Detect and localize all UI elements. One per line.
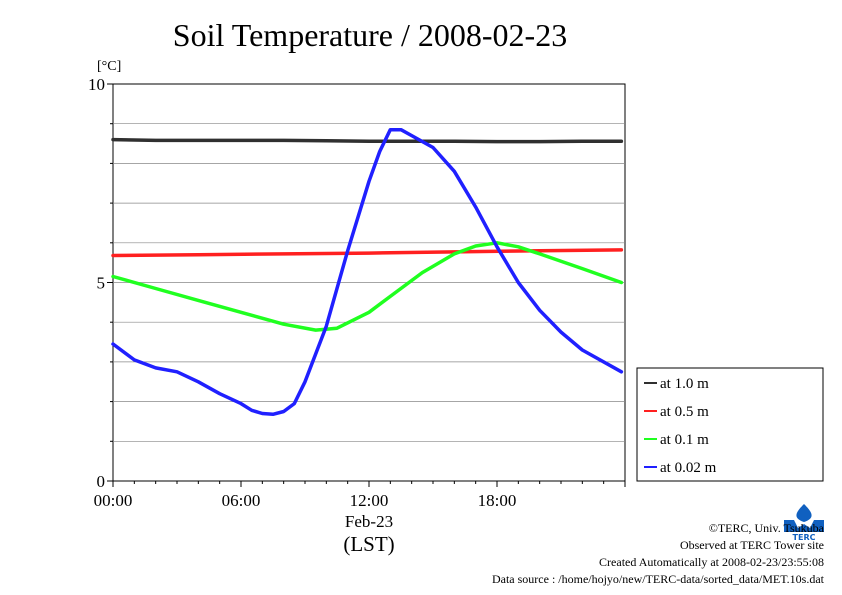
y-axis-unit-label: [°C] xyxy=(97,59,121,74)
grid xyxy=(107,83,626,487)
y-tick-label: 0 xyxy=(97,472,106,491)
footer-copyright: ©TERC, Univ. Tsukuba xyxy=(708,521,824,535)
series-lines xyxy=(111,127,624,417)
legend-label: at 0.1 m xyxy=(660,432,709,448)
legend: at 1.0 m at 0.5 m at 0.1 m at 0.02 m xyxy=(636,367,824,482)
legend-label: at 0.02 m xyxy=(660,460,717,476)
y-tick-labels: 0 5 10 xyxy=(88,75,105,491)
y-tick-label: 10 xyxy=(88,75,105,94)
footer-observed: Observed at TERC Tower site xyxy=(679,538,824,552)
terc-logo-icon: TERC xyxy=(782,502,826,542)
footer-created: Created Automatically at 2008-02-23/23:5… xyxy=(599,555,824,569)
series-line-at-1-0-m xyxy=(111,137,624,144)
y-tick-label: 5 xyxy=(97,274,106,293)
x-tick-labels: 00:00 06:00 12:00 18:00 xyxy=(94,491,517,510)
x-tick-label: 18:00 xyxy=(478,491,517,510)
logo-text: TERC xyxy=(793,533,816,542)
series-line-at-0-02-m xyxy=(111,127,624,417)
series-line-at-0-1-m xyxy=(111,241,624,332)
footer-source: Data source : /home/hojyo/new/TERC-data/… xyxy=(491,572,824,586)
x-tick-label: 00:00 xyxy=(94,491,133,510)
legend-label: at 0.5 m xyxy=(660,404,709,420)
legend-label: at 1.0 m xyxy=(660,376,709,392)
x-tick-label: 06:00 xyxy=(222,491,261,510)
x-date-label: Feb-23 xyxy=(345,512,393,531)
legend-box xyxy=(636,367,824,482)
x-tick-label: 12:00 xyxy=(350,491,389,510)
series-line-at-0-5-m xyxy=(111,248,624,258)
chart-title: Soil Temperature / 2008-02-23 xyxy=(173,17,567,53)
x-axis-label: (LST) xyxy=(343,532,394,556)
